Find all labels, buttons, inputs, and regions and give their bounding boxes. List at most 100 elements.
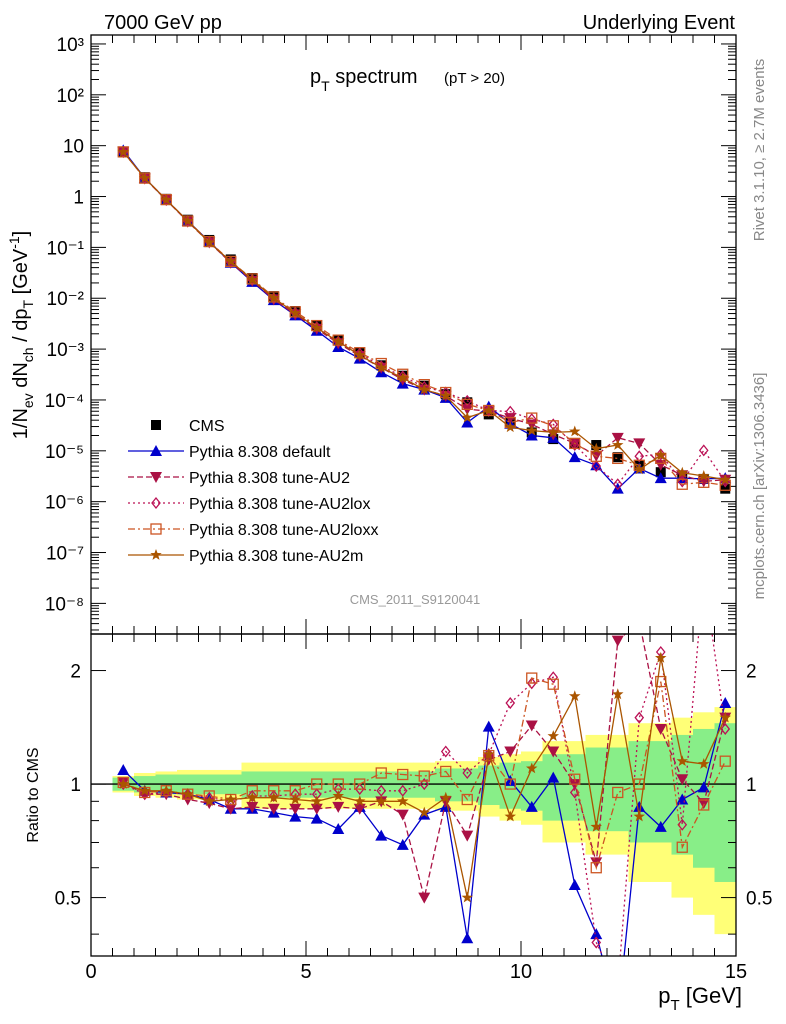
y-tick-label: 10⁻³ <box>47 340 85 361</box>
ratio-point <box>677 818 688 831</box>
legend-marker <box>151 420 161 430</box>
ratio-point <box>698 799 710 811</box>
ratio-point <box>203 795 215 807</box>
ratio-point <box>612 688 624 700</box>
legend-marker <box>150 549 162 560</box>
ratio-point <box>547 678 559 690</box>
ratio-point <box>655 651 667 663</box>
ratio-y-tick-label: 2 <box>70 662 81 683</box>
ratio-point <box>676 755 688 766</box>
data-point <box>612 452 623 463</box>
ratio-point <box>547 730 559 741</box>
legend-marker <box>151 496 161 510</box>
ratio-point <box>633 800 646 812</box>
ratio-point <box>526 677 537 690</box>
ratio-point <box>247 789 258 802</box>
y-tick-label: 10⁻⁵ <box>45 442 84 463</box>
ratio-point <box>354 795 366 807</box>
data-point <box>225 255 237 267</box>
data-point <box>633 438 646 450</box>
ratio-point <box>569 773 581 785</box>
ratio-point <box>697 781 710 793</box>
data-point <box>698 444 709 457</box>
header-right: Underlying Event <box>583 12 736 34</box>
ratio-point <box>332 778 344 790</box>
data-point <box>117 146 129 157</box>
ratio-point <box>396 838 409 850</box>
ratio-point <box>461 830 474 842</box>
ratio-y-axis-label: Ratio to CMS <box>25 747 42 842</box>
data-point <box>440 389 452 401</box>
legend-marker <box>150 472 162 483</box>
ratio-band-inner <box>585 747 608 832</box>
data-point <box>139 172 151 183</box>
legend-label: Pythia 8.308 tune-AU2m <box>189 548 363 565</box>
ratio-point <box>547 746 560 758</box>
ratio-point <box>353 803 366 815</box>
ratio-point <box>267 803 280 815</box>
y-tick-label: 10⁻⁷ <box>46 544 84 565</box>
ratio-point <box>440 791 452 803</box>
y-tick-label: 10⁻⁶ <box>45 493 84 514</box>
ratio-point <box>462 766 473 780</box>
ratio-point <box>719 711 731 723</box>
ratio-point <box>246 801 259 813</box>
ratio-point <box>526 672 538 684</box>
ratio-point <box>461 932 474 944</box>
data-point <box>654 472 667 484</box>
data-point <box>676 478 688 490</box>
data-point <box>547 426 559 438</box>
data-point <box>591 460 602 473</box>
ratio-point <box>310 803 323 815</box>
ratio-point <box>590 820 602 832</box>
data-point <box>461 398 473 410</box>
ratio-point <box>418 770 430 782</box>
ratio-point <box>482 720 495 732</box>
ratio-band-inner <box>456 768 479 802</box>
ratio-point <box>225 793 237 805</box>
legend-label: Pythia 8.308 tune-AU2 <box>189 470 350 487</box>
data-point <box>418 383 430 395</box>
ratio-point <box>526 762 538 774</box>
ratio-point <box>654 723 667 735</box>
ratio-point <box>504 778 516 790</box>
data-point <box>568 451 581 463</box>
legend-label: CMS <box>189 418 225 435</box>
data-point <box>311 319 323 332</box>
analysis-label: CMS_2011_S9120041 <box>350 592 481 607</box>
y-tick-label: 10⁻⁴ <box>45 391 84 412</box>
ratio-point <box>418 892 431 904</box>
data-point <box>720 483 731 494</box>
data-point <box>526 412 538 424</box>
ratio-point <box>634 711 645 724</box>
data-point <box>332 335 344 347</box>
spectrum-title: pT spectrum <box>310 66 418 94</box>
y-tick-label: 1 <box>73 188 84 209</box>
ratio-point <box>117 778 129 789</box>
ratio-point <box>289 810 302 822</box>
data-point <box>376 360 387 373</box>
data-point <box>504 413 517 425</box>
ratio-point <box>289 803 302 815</box>
ratio-point <box>676 774 689 786</box>
ratio-point <box>332 823 345 835</box>
data-point <box>633 463 645 475</box>
ratio-band-inner <box>628 741 651 843</box>
data-point <box>246 273 258 285</box>
data-point <box>182 215 194 226</box>
ratio-point <box>440 765 452 778</box>
ratio-axes: 0 5 10 15 0.5 0.5 1 1 2 2 <box>55 634 772 983</box>
ratio-point <box>311 795 323 807</box>
data-point <box>160 193 172 205</box>
ratio-point <box>611 635 624 647</box>
rivet-version-label: Rivet 3.1.10, ≥ 2.7M events <box>751 59 768 242</box>
ratio-point <box>591 936 602 949</box>
y-tick-label: 10² <box>57 86 84 107</box>
data-point <box>569 425 581 437</box>
ratio-point <box>461 793 473 806</box>
data-point <box>655 449 667 460</box>
legend-label: Pythia 8.308 tune-AU2lox <box>189 496 370 513</box>
ratio-point <box>310 812 323 824</box>
ratio-y-tick-label: 1 <box>70 775 81 796</box>
legend: CMS Pythia 8.308 default Pythia 8.308 tune… <box>128 418 378 565</box>
